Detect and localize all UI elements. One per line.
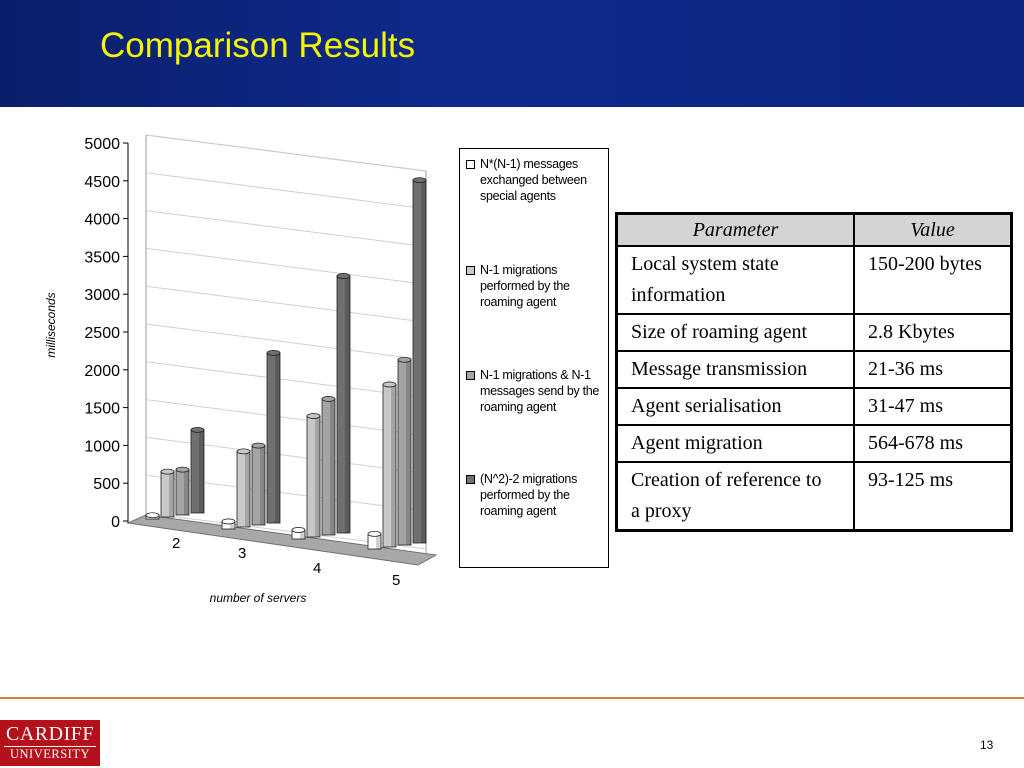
- table-cell: 2.8 Kbytes: [853, 313, 1013, 352]
- cardiff-university-logo: CARDIFF UNIVERSITY: [0, 720, 100, 766]
- legend-label: N-1 migrations performed by the roaming …: [480, 263, 570, 309]
- bar: [367, 530, 382, 550]
- slide-header: Comparison Results: [0, 0, 1024, 107]
- table-cell: Creation of reference to a proxy: [615, 461, 855, 532]
- table-row: Message transmission 21-36 ms: [615, 350, 1013, 389]
- legend-label: (N^2)-2 migrations performed by the roam…: [480, 472, 578, 518]
- x-tick-label: 4: [313, 560, 321, 577]
- table-row: Local system state information 150-200 b…: [615, 245, 1013, 315]
- bar: [321, 396, 336, 536]
- gridline: [145, 361, 427, 399]
- logo-bottom-text: UNIVERSITY: [4, 746, 96, 761]
- chart-bars: [145, 177, 427, 550]
- bar: [336, 273, 351, 534]
- legend-swatch: [466, 160, 475, 169]
- y-tick-label: 1000: [84, 438, 120, 455]
- table-cell: Agent migration: [615, 424, 855, 463]
- chart-grid: [126, 134, 438, 566]
- page-number: 13: [980, 738, 994, 752]
- slide-title: Comparison Results: [100, 26, 416, 65]
- y-tick-label: 500: [93, 476, 120, 493]
- chart-floor: [126, 514, 438, 566]
- x-tick-label: 3: [238, 545, 246, 562]
- bar: [160, 468, 175, 518]
- gridline: [145, 399, 427, 437]
- bar: [266, 349, 281, 524]
- y-tick-label: 4000: [84, 212, 120, 229]
- table-row: Creation of reference to a proxy 93-125 …: [615, 461, 1013, 532]
- table-row: Size of roaming agent 2.8 Kbytes: [615, 313, 1013, 352]
- bar: [397, 356, 412, 546]
- legend-label: N*(N-1) messages exchanged between speci…: [480, 157, 587, 203]
- chart-legend: N*(N-1) messages exchanged between speci…: [459, 148, 609, 568]
- y-tick-label: 3500: [84, 249, 120, 266]
- bar: [306, 413, 321, 538]
- y-tick-label: 2500: [84, 325, 120, 342]
- y-tick-label: 1500: [84, 401, 120, 418]
- gridline: [145, 323, 427, 361]
- x-tick-label: 2: [172, 535, 180, 552]
- bar-chart: 0 500 1000 1500 2000 2500 3000 3500 4000 4500 5000…: [44, 134, 438, 605]
- legend-swatch: [466, 371, 475, 380]
- gridline: [145, 210, 427, 248]
- table-cell: 564-678 ms: [853, 424, 1013, 463]
- bar: [251, 442, 266, 526]
- gridline: [145, 172, 427, 210]
- column-header-value: Value: [853, 212, 1013, 247]
- legend-label: N-1 migrations & N-1 messages send by th…: [480, 368, 600, 414]
- table-cell: 150-200 bytes: [853, 245, 1013, 315]
- bar: [221, 518, 236, 530]
- table-cell: Agent serialisation: [615, 387, 855, 426]
- table-cell: Size of roaming agent: [615, 313, 855, 352]
- bar: [236, 448, 251, 528]
- y-tick-label: 4500: [84, 174, 120, 191]
- table-cell: Local system state information: [615, 245, 855, 315]
- gridline: [145, 247, 427, 285]
- bar: [382, 381, 397, 548]
- table-row: Agent migration 564-678 ms: [615, 424, 1013, 463]
- y-tick-label: 5000: [84, 136, 120, 153]
- table-row: Agent serialisation 31-47 ms: [615, 387, 1013, 426]
- parameter-table: Parameter Value Local system state infor…: [615, 212, 1013, 532]
- gridline: [145, 134, 427, 172]
- bar: [412, 177, 427, 544]
- bar: [175, 466, 190, 516]
- table-cell: Message transmission: [615, 350, 855, 389]
- y-tick-label: 0: [111, 514, 120, 531]
- legend-swatch: [466, 475, 475, 484]
- logo-top-text: CARDIFF: [6, 723, 94, 745]
- chart-axes: 0 500 1000 1500 2000 2500 3000 3500 4000 4500 5000…: [84, 136, 400, 589]
- bar: [145, 512, 160, 520]
- bar: [291, 527, 306, 540]
- bar: [190, 426, 205, 514]
- footer-divider: [0, 697, 1024, 699]
- x-axis-label: number of servers: [210, 591, 307, 605]
- y-tick-label: 3000: [84, 287, 120, 304]
- column-header-parameter: Parameter: [615, 212, 855, 247]
- gridline: [145, 285, 427, 323]
- table-cell: 21-36 ms: [853, 350, 1013, 389]
- legend-swatch: [466, 266, 475, 275]
- table-header-row: Parameter Value: [615, 212, 1013, 247]
- x-tick-label: 5: [392, 572, 400, 589]
- y-axis-label: milliseconds: [44, 292, 58, 357]
- table-cell: 93-125 ms: [853, 461, 1013, 532]
- table-cell: 31-47 ms: [853, 387, 1013, 426]
- y-tick-label: 2000: [84, 363, 120, 380]
